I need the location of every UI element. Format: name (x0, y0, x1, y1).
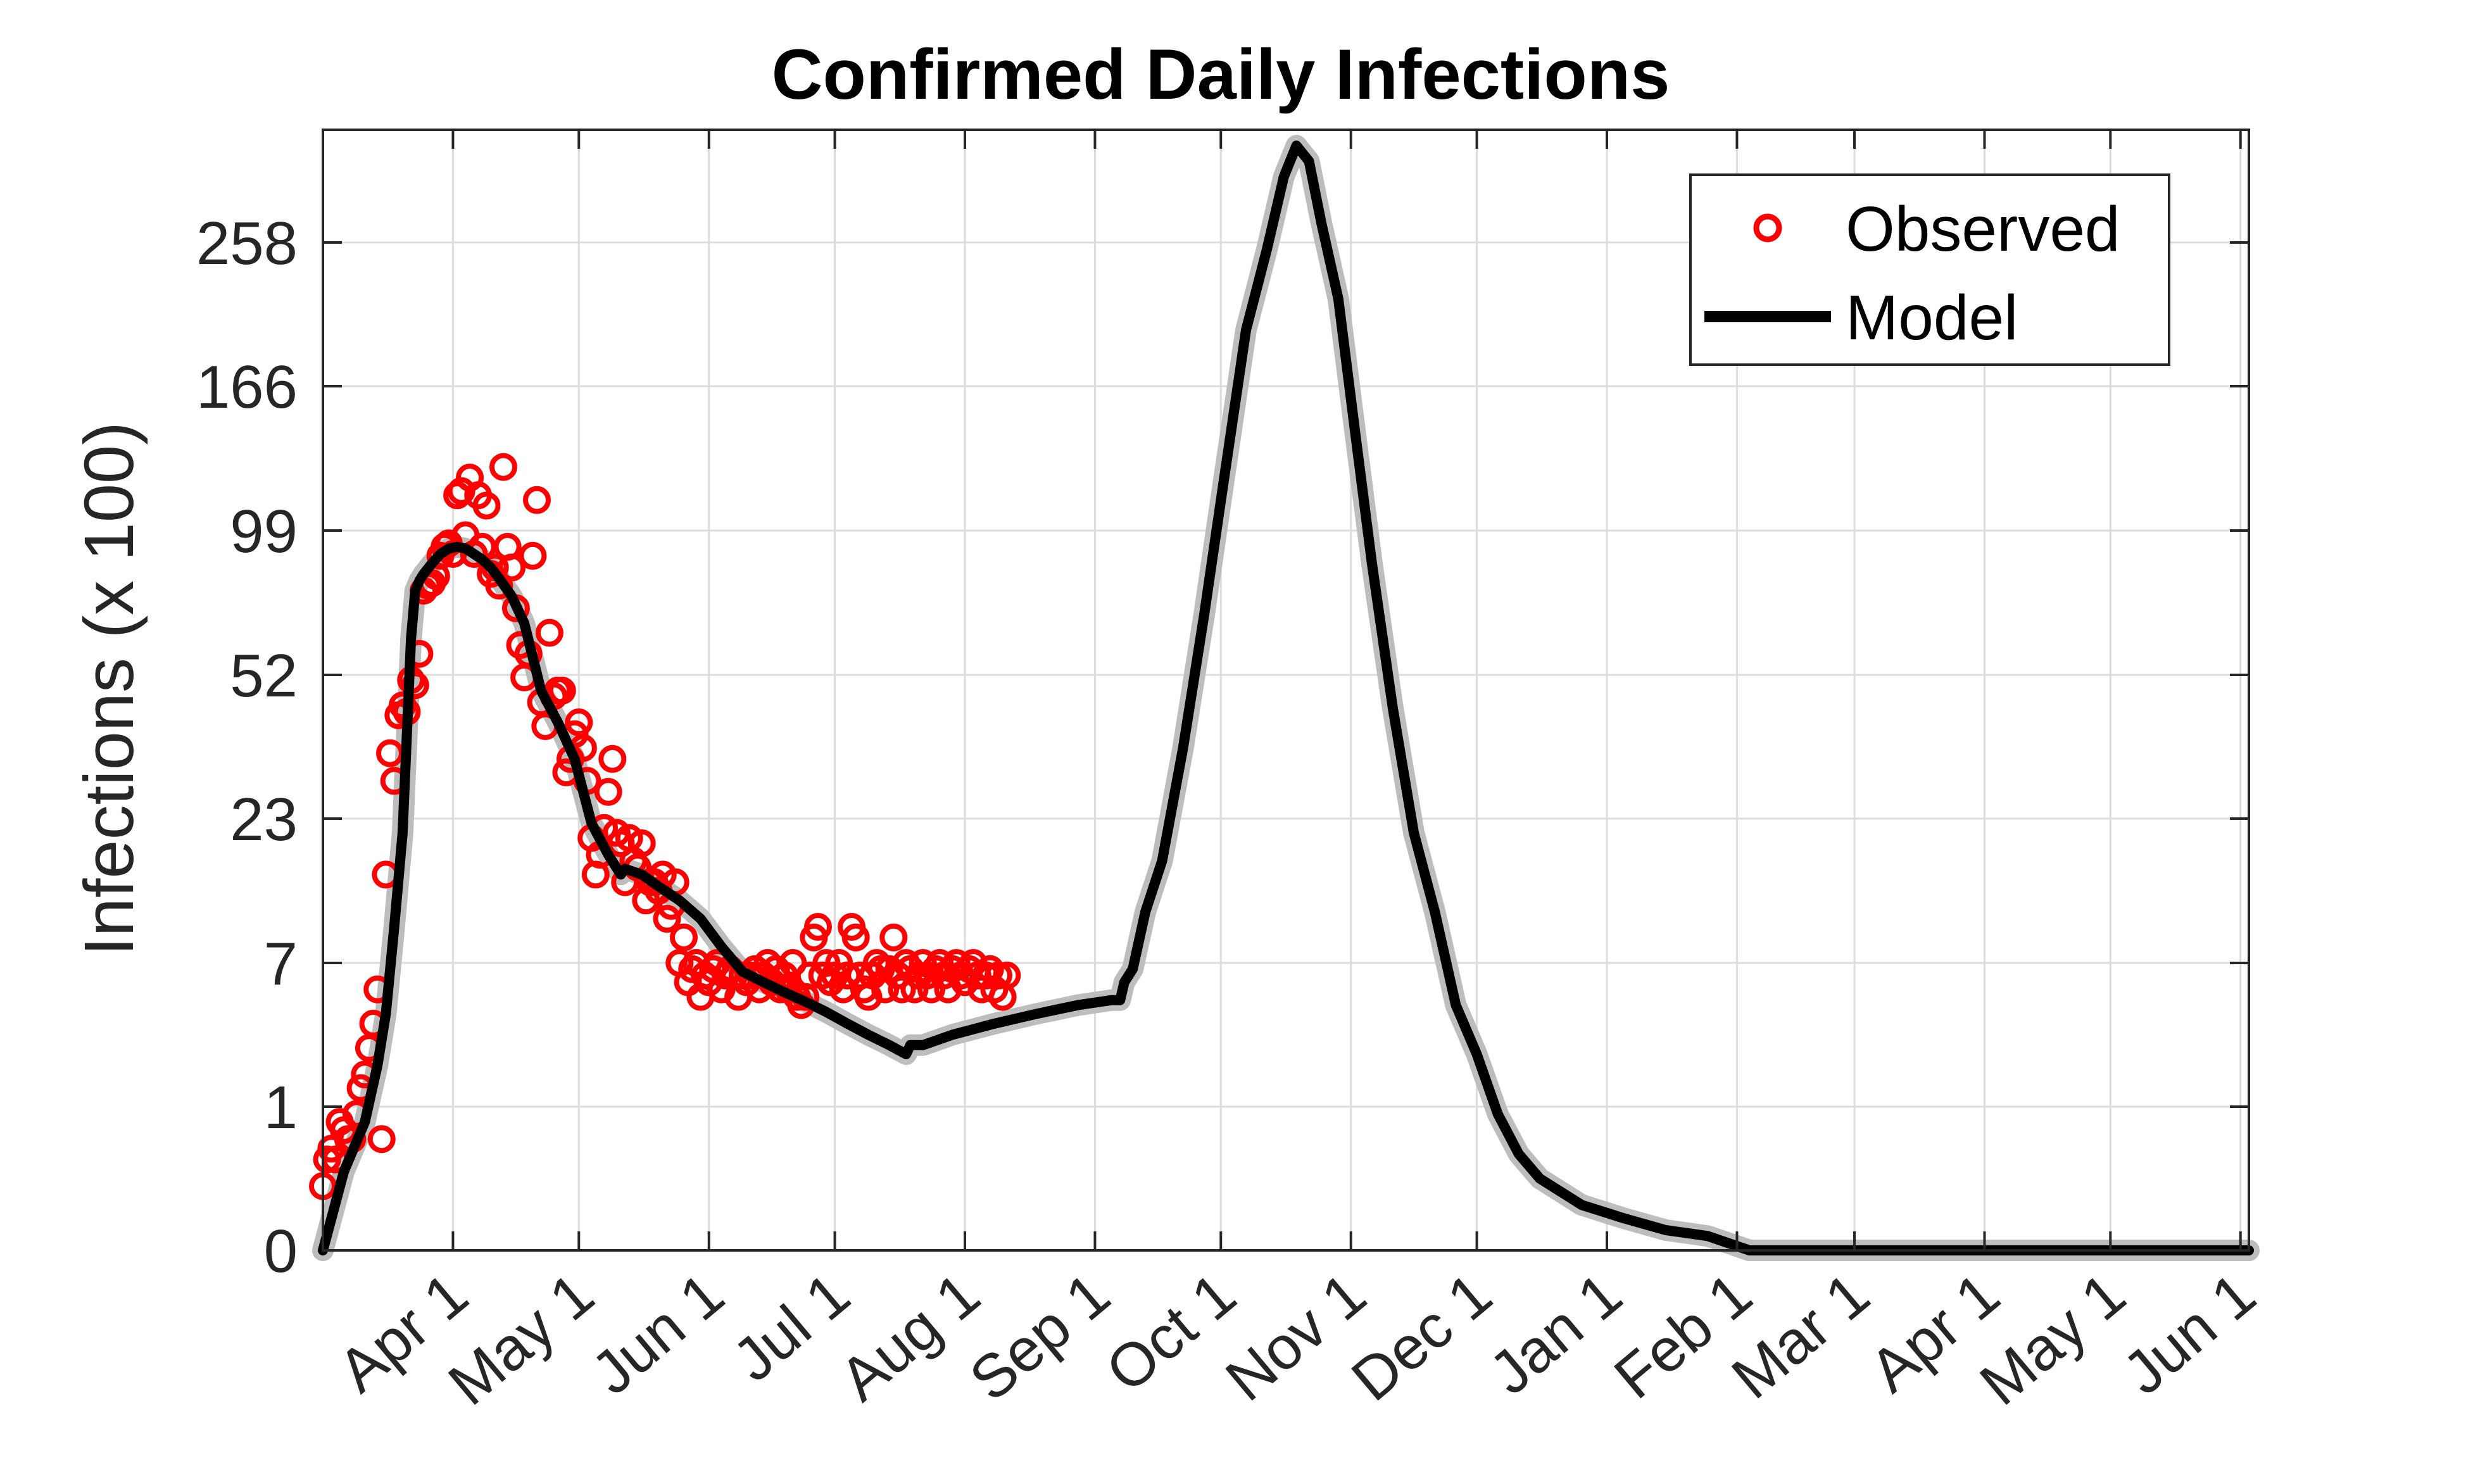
observed-point (519, 541, 547, 570)
observed-point (548, 676, 576, 705)
observed-point (627, 829, 656, 857)
y-tick-label: 166 (196, 353, 298, 421)
legend-model-label: Model (1846, 282, 2018, 353)
observed-point (594, 777, 622, 806)
legend-observed-marker (1753, 213, 1782, 242)
y-tick-label: 52 (230, 642, 298, 710)
observed-point (565, 708, 593, 736)
y-tick-label: 258 (196, 210, 298, 277)
observed-point (489, 453, 517, 481)
observed-point (472, 491, 501, 520)
observed-point (879, 923, 908, 952)
observed-point (401, 671, 429, 700)
observed-point (993, 961, 1021, 990)
legend-box (1689, 173, 2170, 366)
legend: Observed Model (1689, 173, 2170, 366)
model-series (318, 141, 2254, 1255)
y-tick-label: 7 (264, 930, 298, 998)
observed-point (670, 923, 698, 952)
observed-point (653, 905, 681, 933)
observed-series (309, 453, 1021, 1200)
y-tick-label: 99 (230, 498, 298, 565)
observed-point (535, 619, 563, 647)
y-tick-label: 0 (264, 1217, 298, 1285)
y-axis: 0 1 7 23 52 99 166 258 (196, 210, 2249, 1285)
model-line-path (318, 141, 2254, 1255)
observed-point (598, 745, 627, 773)
observed-point (841, 923, 870, 952)
x-gridlines (451, 130, 2242, 1250)
chart-title: Confirmed Daily Infections (772, 35, 1670, 114)
observed-point (498, 553, 526, 582)
y-axis-label: Infections (x 100) (70, 422, 148, 956)
y-tick-label: 23 (230, 786, 298, 853)
observed-point (523, 486, 551, 514)
observed-point (367, 1125, 396, 1154)
y-tick-label: 1 (264, 1074, 298, 1141)
plot-area-frame (322, 129, 2250, 1252)
observed-point (804, 913, 832, 941)
legend-observed-label: Observed (1846, 194, 2120, 265)
